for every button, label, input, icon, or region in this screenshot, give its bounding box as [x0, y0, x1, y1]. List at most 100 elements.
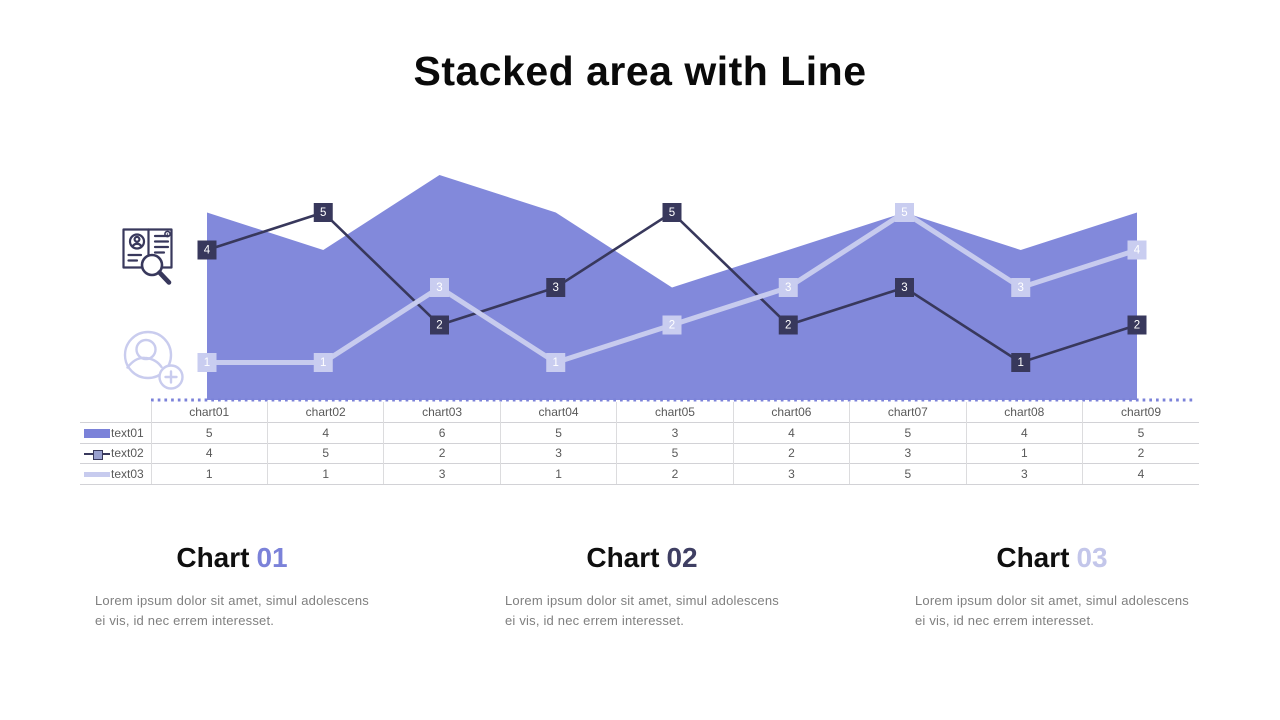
section-chart-02: Chart 02 Lorem ipsum dolor sit amet, simu… — [505, 542, 779, 630]
table-cell: 1 — [151, 463, 268, 485]
section-heading: Chart 02 — [505, 542, 779, 574]
section-body: Lorem ipsum dolor sit amet, simul adoles… — [95, 593, 369, 628]
data-label-text03: 2 — [662, 315, 682, 335]
area-series-text01 — [207, 175, 1137, 400]
svg-text:3: 3 — [1018, 282, 1024, 294]
legend-label-text03: text03 — [80, 463, 152, 485]
table-cell: 2 — [733, 442, 851, 464]
section-chart-03: Chart 03 Lorem ipsum dolor sit amet, simu… — [915, 542, 1189, 630]
svg-text:1: 1 — [553, 357, 559, 369]
section-body: Lorem ipsum dolor sit amet, simul adoles… — [505, 593, 779, 628]
data-label-text02: 5 — [313, 203, 333, 222]
data-label-text02: 5 — [662, 203, 682, 222]
table-row: text02 4 5 2 3 5 2 3 1 2 — [80, 442, 1199, 464]
table-column-header: chart01 — [151, 402, 268, 423]
line-series-text03 — [207, 209, 1138, 366]
legend-label-text01: text01 — [80, 422, 152, 443]
section-heading-number: 02 — [666, 542, 698, 573]
svg-text:1: 1 — [320, 357, 326, 369]
svg-text:3: 3 — [785, 282, 791, 294]
data-label-text03: 4 — [1127, 240, 1147, 260]
table-column-header: chart03 — [383, 402, 501, 423]
table-cell: 5 — [267, 442, 385, 464]
page-title: Stacked area with Line — [413, 48, 867, 94]
data-label-text02: 1 — [1011, 353, 1031, 372]
table-cell: 4 — [267, 422, 385, 443]
table-cell: 5 — [500, 422, 618, 443]
data-label-text03: 1 — [546, 353, 566, 372]
table-column-header: chart08 — [966, 402, 1084, 423]
svg-text:4: 4 — [1134, 245, 1141, 257]
line-series-text02 — [206, 210, 1138, 364]
table-cell: 3 — [616, 422, 734, 443]
table-cell: 4 — [966, 422, 1084, 443]
table-cell: 4 — [151, 442, 268, 464]
table-cell: 4 — [1082, 463, 1199, 485]
data-table: chart01 chart02 chart03 chart04 chart05 chart… — [80, 402, 1199, 485]
data-label-text02: 2 — [430, 315, 449, 335]
table-column-header: chart09 — [1120, 405, 1162, 419]
svg-text:1: 1 — [1018, 357, 1024, 369]
table-row: text01 5 4 6 5 3 4 5 4 5 — [80, 422, 1199, 443]
data-label-text03: 3 — [778, 278, 798, 297]
table-cell: 5 — [849, 422, 967, 443]
svg-text:1: 1 — [204, 357, 210, 369]
legend-label-text02: text02 — [80, 442, 152, 464]
table-cell: 5 — [1082, 422, 1199, 443]
table-cell: 4 — [733, 422, 851, 443]
table-cell: 1 — [966, 442, 1084, 464]
data-label-text03: 3 — [430, 278, 449, 297]
data-label-text03: 1 — [197, 353, 217, 372]
section-heading: Chart 01 — [95, 542, 369, 574]
section-heading-word: Chart — [586, 542, 660, 573]
section-body: Lorem ipsum dolor sit amet, simul adoles… — [915, 593, 1189, 628]
table-column-header: chart05 — [616, 402, 734, 423]
table-cell: 3 — [383, 463, 501, 485]
svg-text:5: 5 — [320, 207, 326, 219]
legend-swatch-icon — [84, 472, 110, 478]
table-cell: 5 — [151, 422, 268, 443]
table-cell: 2 — [616, 463, 734, 485]
svg-text:5: 5 — [669, 207, 675, 219]
table-cell: 3 — [500, 442, 618, 464]
add-user-icon — [123, 330, 184, 390]
data-label-text03: 1 — [313, 353, 333, 372]
table-cell: 1 — [500, 463, 618, 485]
table-cell: 2 — [383, 442, 501, 464]
svg-text:3: 3 — [553, 282, 559, 294]
table-column-header: chart06 — [733, 402, 851, 423]
data-label-text02: 2 — [1127, 315, 1147, 335]
table-cell: 5 — [616, 442, 734, 464]
svg-text:2: 2 — [1134, 320, 1140, 332]
data-label-text02: 3 — [546, 278, 566, 297]
legend-swatch-icon — [84, 449, 110, 460]
table-row: text03 1 1 3 1 2 3 5 3 4 — [80, 463, 1199, 485]
table-column-header: chart07 — [849, 402, 967, 423]
section-heading-number: 03 — [1076, 542, 1108, 573]
data-label-text02: 3 — [895, 278, 914, 297]
svg-text:3: 3 — [436, 282, 442, 294]
table-column-header: chart02 — [267, 402, 385, 423]
resume-search-icon — [122, 228, 173, 285]
svg-text:2: 2 — [669, 320, 675, 332]
legend-swatch-icon — [84, 429, 110, 439]
table-cell: 2 — [1082, 442, 1199, 464]
section-heading-number: 01 — [256, 542, 288, 573]
section-heading: Chart 03 — [915, 542, 1189, 574]
table-cell: 3 — [966, 463, 1084, 485]
data-label-text03: 3 — [1011, 278, 1031, 297]
table-cell: 5 — [849, 463, 967, 485]
data-label-text02: 4 — [197, 240, 217, 260]
section-heading-word: Chart — [176, 542, 250, 573]
table-corner — [80, 402, 152, 423]
svg-text:2: 2 — [785, 320, 791, 332]
svg-text:2: 2 — [436, 320, 442, 332]
section-heading-word: Chart — [996, 542, 1070, 573]
section-chart-01: Chart 01 Lorem ipsum dolor sit amet, simu… — [95, 542, 369, 630]
svg-text:4: 4 — [204, 245, 211, 257]
svg-text:3: 3 — [901, 282, 907, 294]
svg-text:5: 5 — [901, 207, 907, 219]
table-cell: 3 — [849, 442, 967, 464]
data-label-text02: 2 — [778, 315, 798, 335]
